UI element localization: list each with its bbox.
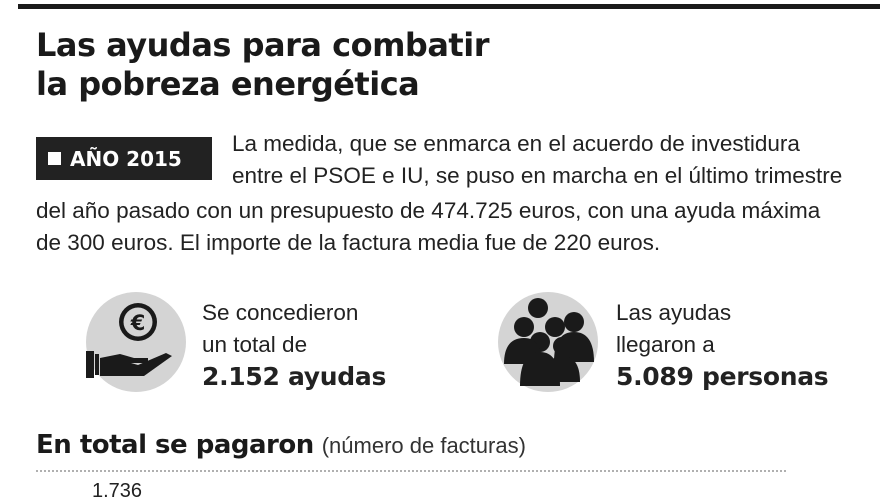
first-bar-value-label: 1.736: [92, 480, 143, 502]
stat-2-line-1: Las ayudas: [616, 300, 732, 325]
stat-2-value: 5.089 personas: [616, 362, 829, 391]
intro-text-line-1: La medida, que se enmarca en el acuerdo …: [232, 131, 800, 156]
stat-1-line-1: Se concedieron: [202, 300, 359, 325]
section-title: En total se pagaron: [36, 430, 314, 460]
stat-1-text: Se concedieron un total de 2.152 ayudas: [202, 297, 386, 393]
section-heading: En total se pagaron (número de facturas): [36, 430, 526, 460]
year-badge: AÑO 2015: [36, 137, 212, 180]
page-title: Las ayudas para combatir la pobreza ener…: [36, 26, 489, 104]
intro-text-line-2: entre el PSOE e IU, se puso en marcha en…: [232, 163, 843, 188]
stat-1-value: 2.152 ayudas: [202, 362, 387, 391]
stat-2-text: Las ayudas llegaron a 5.089 personas: [616, 297, 829, 393]
badge-square-icon: [48, 152, 61, 165]
stat-1-line-2: un total de: [202, 332, 308, 357]
section-subtitle: (número de facturas): [321, 433, 526, 458]
title-line-2: la pobreza energética: [36, 65, 420, 103]
euro-hand-icon: €: [86, 292, 186, 392]
intro-text-line-3: del año pasado con un presupuesto de 474…: [36, 198, 821, 223]
dotted-divider: [36, 470, 786, 472]
top-rule: [18, 4, 880, 9]
stat-2-line-2: llegaron a: [616, 332, 715, 357]
year-badge-label: AÑO 2015: [70, 146, 182, 171]
intro-text-line-4: de 300 euros. El importe de la factura m…: [36, 230, 661, 255]
people-group-icon: [498, 292, 598, 392]
svg-text:€: €: [130, 311, 146, 335]
title-line-1: Las ayudas para combatir: [36, 26, 489, 64]
